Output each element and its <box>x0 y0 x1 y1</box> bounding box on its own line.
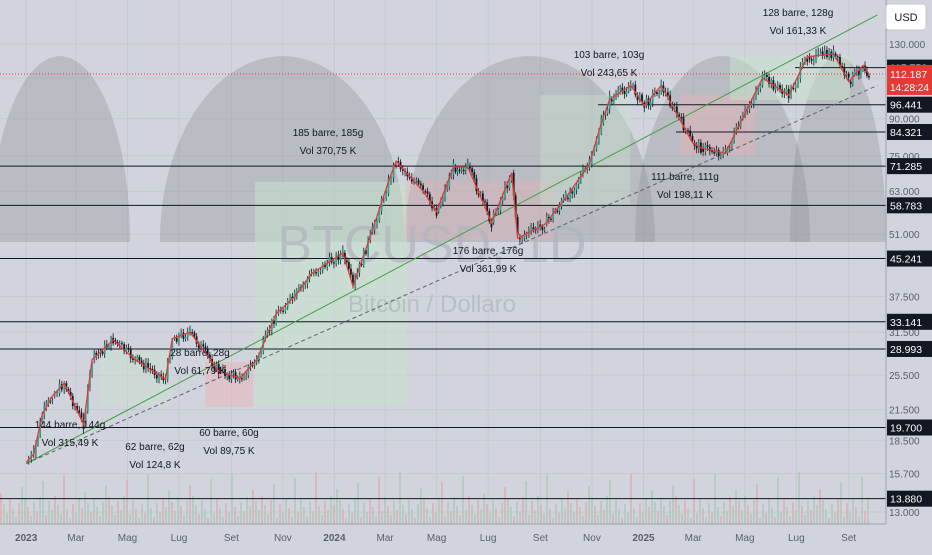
x-tick-label: Lug <box>480 533 497 544</box>
swing-line <box>25 52 870 463</box>
level-tag <box>887 158 932 175</box>
annotation-line2: Vol 315,49 K <box>42 438 99 449</box>
trendline-dashed <box>25 85 878 464</box>
y-tick-label: 130.000 <box>889 40 926 51</box>
annotation-line2: Vol 198,11 K <box>657 190 713 201</box>
level-label: 28.993 <box>890 344 922 356</box>
name-watermark: Bitcoin / Dollaro <box>348 291 516 318</box>
time-axis[interactable]: 2023 Mar Mag Lug Set Nov 2024 Mar Mag Lug Set Nov 20… <box>0 523 932 550</box>
currency-label: USD <box>894 12 917 24</box>
annotation-line2: Vol 161,33 K <box>770 26 827 37</box>
x-tick-label: 2024 <box>323 533 346 544</box>
y-tick-label: 25.500 <box>889 371 920 382</box>
countdown-label: 14:28:24 <box>890 83 929 94</box>
x-tick-label: Set <box>224 533 239 544</box>
shaded-boxes <box>100 55 850 407</box>
level-tag <box>887 96 932 113</box>
x-tick-label: 2023 <box>15 533 38 544</box>
y-tick-label: 31.500 <box>889 328 920 339</box>
annotation-line1: 62 barre, 62g <box>125 442 185 453</box>
y-tick-label: 37.500 <box>889 293 920 304</box>
annotation-line1: 128 barre, 128g <box>763 8 834 19</box>
annotation-line1: 144 barre, 144g <box>35 420 106 431</box>
current-price-label: 112.187 <box>890 69 927 81</box>
annotation-line1: 185 barre, 185g <box>293 128 364 139</box>
x-tick-label: Lug <box>171 533 188 544</box>
annotation-line2: Vol 370,75 K <box>300 146 357 157</box>
price-series <box>25 45 870 465</box>
level-tag <box>887 490 932 507</box>
annotation-line2: Vol 243,65 K <box>581 68 638 79</box>
x-tick-label: Mag <box>118 533 137 544</box>
x-tick-label: Mar <box>376 533 394 544</box>
level-label: 58.783 <box>890 200 922 212</box>
annotation-line1: 28 barre, 28g <box>170 348 230 359</box>
y-tick-label: 51.000 <box>889 230 920 241</box>
volume-bars <box>0 471 869 524</box>
x-tick-label: Nov <box>583 533 601 544</box>
level-label: 13.880 <box>890 494 922 506</box>
annotation-line2: Vol 61,79 K <box>174 366 225 377</box>
level-label: 84.321 <box>890 127 922 139</box>
level-tag <box>887 419 932 436</box>
level-label: 45.241 <box>890 254 922 266</box>
y-tick-label: 13.000 <box>889 508 920 519</box>
x-tick-label: Set <box>841 533 856 544</box>
annotation-line1: 176 barre, 176g <box>453 246 524 257</box>
level-tag <box>887 340 932 357</box>
y-tick-label: 63.000 <box>889 187 920 198</box>
annotation-line2: Vol 124,8 K <box>129 460 180 471</box>
x-tick-label: Mag <box>427 533 446 544</box>
symbol-watermark: BTCUSD, 1D <box>277 216 586 274</box>
level-tag <box>887 250 932 267</box>
level-tag <box>887 123 932 140</box>
currency-button[interactable]: USD <box>885 3 927 31</box>
grid <box>0 0 886 524</box>
annotation-line1: 60 barre, 60g <box>199 428 259 439</box>
y-tick-label: 21.500 <box>889 406 920 417</box>
annotation-line1: 103 barre, 103g <box>574 50 645 61</box>
level-label: 71.285 <box>890 161 922 173</box>
annotation-line1: 111 barre, 111g <box>651 172 719 183</box>
level-label: 19.700 <box>890 423 922 435</box>
annotations: 128 barre, 128g Vol 161,33 K 103 barre, 10… <box>35 8 834 471</box>
annotation-line2: Vol 361,99 K <box>460 264 517 275</box>
x-tick-label: 2025 <box>632 533 655 544</box>
level-tag <box>887 313 932 330</box>
y-tick-label: 18.500 <box>889 436 920 447</box>
trendlines <box>25 14 878 464</box>
level-label: 96.441 <box>890 100 922 112</box>
current-price-tag <box>887 64 932 95</box>
cycle-arches <box>0 56 887 243</box>
y-tick-label: 15.700 <box>889 470 920 481</box>
level-label: 33.141 <box>890 317 922 329</box>
x-tick-label: Mag <box>735 533 754 544</box>
x-tick-label: Lug <box>788 533 805 544</box>
price-axis[interactable]: 130.000110.00090.00075.00063.00051.00037… <box>885 0 932 524</box>
x-tick-label: Mar <box>67 533 85 544</box>
y-tick-label: 90.000 <box>889 115 920 126</box>
y-tick-label: 75.000 <box>889 152 920 163</box>
annotation-line2: Vol 89,75 K <box>203 446 254 457</box>
x-tick-label: Set <box>533 533 548 544</box>
level-tag <box>887 197 932 214</box>
x-tick-label: Nov <box>274 533 292 544</box>
trendline-solid <box>25 14 878 464</box>
x-tick-label: Mar <box>685 533 703 544</box>
